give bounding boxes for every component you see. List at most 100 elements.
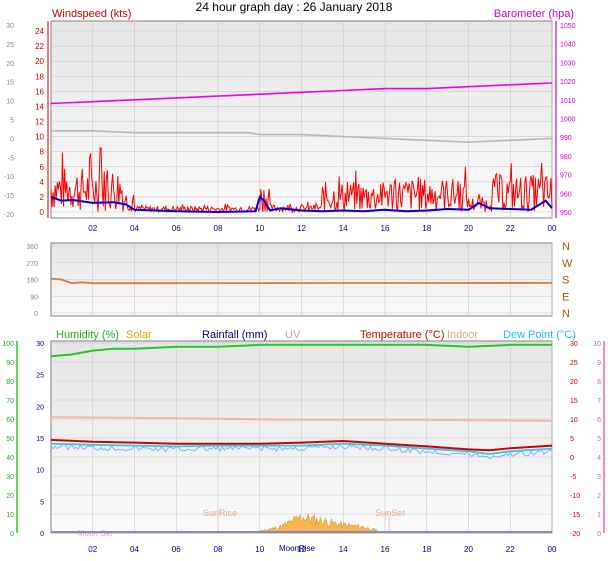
humidity-tick-label: 40 xyxy=(6,455,14,462)
temperature-line xyxy=(50,438,553,452)
temp-tick-label: -10 xyxy=(570,493,580,500)
baro-tick-label: 950 xyxy=(560,210,572,217)
dewpoint-label: Dew Point (°C) xyxy=(503,329,576,341)
baro-tick-label: 1050 xyxy=(560,23,576,30)
temperature-label: Temperature (°C) xyxy=(360,329,444,341)
uv-tick-label: 4 xyxy=(597,455,601,462)
uv-tick-label: 6 xyxy=(597,417,601,424)
wind-direction-line xyxy=(50,277,553,285)
x-tick-label: 16 xyxy=(381,224,390,233)
outer-tick-label: 0 xyxy=(10,136,14,143)
humidity-tick-label: 20 xyxy=(6,493,14,500)
x-tick-label: 04 xyxy=(130,545,139,554)
baro-tick-label: 960 xyxy=(560,191,572,198)
rain-tick-label: 20 xyxy=(36,404,44,411)
indoor-label: Indoor xyxy=(447,329,479,341)
humidity-tick-label: 30 xyxy=(6,474,14,481)
solar-area xyxy=(238,513,386,534)
graph-title: 24 hour graph day : 26 January 2018 xyxy=(196,0,393,14)
wind-tick-label: 16 xyxy=(35,87,44,96)
baro-tick-label: 1030 xyxy=(560,60,576,67)
uv-tick-label: 7 xyxy=(597,398,601,405)
humidity-tick-label: 70 xyxy=(6,398,14,405)
solar-label: Solar xyxy=(126,329,152,341)
sunrise-label: SunRise xyxy=(203,508,237,518)
humidity-tick-label: 100 xyxy=(2,341,14,348)
compass-label: W xyxy=(562,258,573,270)
uv-tick-label: 5 xyxy=(597,436,601,443)
baro-tick-label: 1040 xyxy=(560,42,576,49)
wind-tick-label: 12 xyxy=(35,118,44,127)
x-tick-label: 08 xyxy=(214,224,223,233)
wind-tick-label: 24 xyxy=(35,27,44,36)
wind-tick-label: 0 xyxy=(40,208,45,217)
uv-tick-label: 8 xyxy=(597,379,601,386)
rain-tick-label: 30 xyxy=(36,341,44,348)
humidity-label: Humidity (%) xyxy=(56,329,119,341)
x-tick-label: 10 xyxy=(255,545,264,554)
compass-label: E xyxy=(562,291,569,303)
x-tick-label: 12 xyxy=(297,224,306,233)
x-tick-label: 08 xyxy=(214,545,223,554)
temp-tick-label: -5 xyxy=(570,474,576,481)
x-tick-label: 00 xyxy=(548,545,557,554)
x-tick-label: 14 xyxy=(339,545,348,554)
temp-tick-label: -15 xyxy=(570,512,580,519)
rain-tick-label: 25 xyxy=(36,373,44,380)
outer-tick-label: -15 xyxy=(4,193,14,200)
x-tick-label: 00 xyxy=(548,224,557,233)
compass-label: N xyxy=(562,308,570,320)
x-tick-label: 02 xyxy=(88,545,97,554)
temp-tick-label: 5 xyxy=(570,436,574,443)
uv-tick-label: 2 xyxy=(597,493,601,500)
uv-tick-label: 3 xyxy=(597,474,601,481)
x-tick-label: 20 xyxy=(464,545,473,554)
dir-tick-label: 360 xyxy=(26,244,38,251)
outer-tick-label: 5 xyxy=(10,118,14,125)
dew-point-line xyxy=(50,442,553,455)
x-tick-label: 22 xyxy=(506,224,515,233)
x-tick-label: 18 xyxy=(422,545,431,554)
outer-tick-label: 20 xyxy=(6,61,14,68)
humidity-tick-label: 80 xyxy=(6,379,14,386)
humidity-tick-label: 60 xyxy=(6,417,14,424)
rain-tick-label: 10 xyxy=(36,468,44,475)
outer-tick-label: -20 xyxy=(4,212,14,219)
wind-tick-label: 4 xyxy=(40,178,45,187)
humidity-tick-label: 90 xyxy=(6,360,14,367)
x-tick-label: 06 xyxy=(172,545,181,554)
sunset-label: SunSet xyxy=(375,508,405,518)
moonrise-label: MoonRise xyxy=(279,544,316,553)
baro-tick-label: 1000 xyxy=(560,117,576,124)
temp-tick-label: 10 xyxy=(570,417,578,424)
rain-tick-label: 5 xyxy=(40,499,44,506)
compass-label: N xyxy=(562,241,570,253)
x-tick-label: 06 xyxy=(172,224,181,233)
dir-tick-label: 90 xyxy=(30,294,38,301)
barometer-label: Barometer (hpa) xyxy=(494,8,574,20)
x-tick-label: 18 xyxy=(422,224,431,233)
wind-tick-label: 2 xyxy=(40,193,45,202)
outer-tick-label: 25 xyxy=(6,42,14,49)
indoor-temp-line xyxy=(50,416,553,422)
x-tick-label: 22 xyxy=(506,545,515,554)
x-tick-label: 04 xyxy=(130,224,139,233)
humidity-tick-label: 10 xyxy=(6,512,14,519)
dir-tick-label: 270 xyxy=(26,261,38,268)
outer-tick-label: -10 xyxy=(4,174,14,181)
moonset-label: Moon Set xyxy=(78,529,113,538)
baro-tick-label: 1010 xyxy=(560,98,576,105)
wind-tick-label: 6 xyxy=(40,163,45,172)
uv-tick-label: 1 xyxy=(597,512,601,519)
windspeed-label: Windspeed (kts) xyxy=(52,8,131,20)
temp-tick-label: -20 xyxy=(570,531,580,538)
wind-tick-label: 22 xyxy=(35,42,44,51)
temp-tick-label: 25 xyxy=(570,360,578,367)
humidity-tick-label: 50 xyxy=(6,436,14,443)
uv-tick-label: 10 xyxy=(593,341,601,348)
temp-tick-label: 0 xyxy=(570,455,574,462)
wind-tick-label: 20 xyxy=(35,57,44,66)
rain-tick-label: 0 xyxy=(40,531,44,538)
dir-tick-label: 0 xyxy=(34,311,38,318)
